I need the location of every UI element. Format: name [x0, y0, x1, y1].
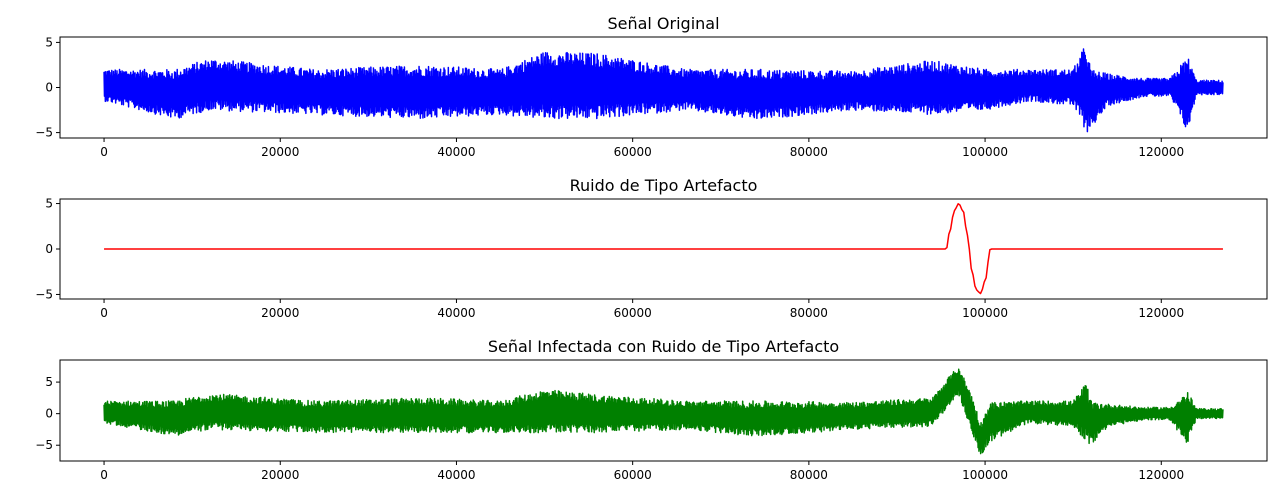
chart-panel-3: Señal Infectada con Ruido de Tipo Artefa… [35, 337, 1268, 482]
axes-frame-3 [59, 359, 1268, 462]
series-line-2-1 [104, 203, 1223, 295]
x-tick-label-1-0: 0 [100, 145, 108, 159]
x-tick-label-3-5: 100000 [962, 468, 1008, 482]
chart-title-3: Señal Infectada con Ruido de Tipo Artefa… [488, 337, 839, 356]
series-line-1-1 [103, 48, 1224, 133]
x-tick-label-1-5: 100000 [962, 145, 1008, 159]
chart-panel-2: Ruido de Tipo Artefacto 0 20000 40000 60000 8… [35, 176, 1268, 320]
x-tick-label-3-4: 80000 [790, 468, 828, 482]
x-tick-label-3-3: 60000 [614, 468, 652, 482]
y-tick-label-3-2: 5 [45, 375, 53, 389]
x-tick-label-3-6: 120000 [1138, 468, 1184, 482]
x-tick-label-2-1: 20000 [261, 306, 299, 320]
x-tick-label-3-2: 40000 [437, 468, 475, 482]
chart-title-2: Ruido de Tipo Artefacto [570, 176, 758, 195]
y-tick-label-1-1: 0 [45, 81, 53, 95]
x-tick-label-1-3: 60000 [614, 145, 652, 159]
x-tick-label-1-2: 40000 [437, 145, 475, 159]
series-line-3-1 [103, 368, 1224, 455]
x-tick-label-1-6: 120000 [1138, 145, 1184, 159]
y-tick-label-1-2: 5 [45, 35, 53, 49]
chart-panel-1: Señal Original 0 20000 40000 60000 80000 10000… [35, 14, 1268, 159]
x-tick-label-2-4: 80000 [790, 306, 828, 320]
x-tick-label-3-1: 20000 [261, 468, 299, 482]
x-tick-label-2-2: 40000 [437, 306, 475, 320]
x-tick-label-2-5: 100000 [962, 306, 1008, 320]
x-tick-label-1-1: 20000 [261, 145, 299, 159]
x-tick-label-3-0: 0 [100, 468, 108, 482]
chart-title-1: Señal Original [607, 14, 719, 33]
y-tick-label-2-0: −5 [35, 287, 53, 301]
y-tick-label-3-1: 0 [45, 407, 53, 421]
x-tick-label-1-4: 80000 [790, 145, 828, 159]
x-tick-label-2-3: 60000 [614, 306, 652, 320]
y-tick-label-2-2: 5 [45, 197, 53, 211]
y-tick-label-3-0: −5 [35, 438, 53, 452]
x-tick-label-2-6: 120000 [1138, 306, 1184, 320]
y-tick-label-2-1: 0 [45, 242, 53, 256]
y-tick-label-1-0: −5 [35, 126, 53, 140]
x-tick-label-2-0: 0 [100, 306, 108, 320]
